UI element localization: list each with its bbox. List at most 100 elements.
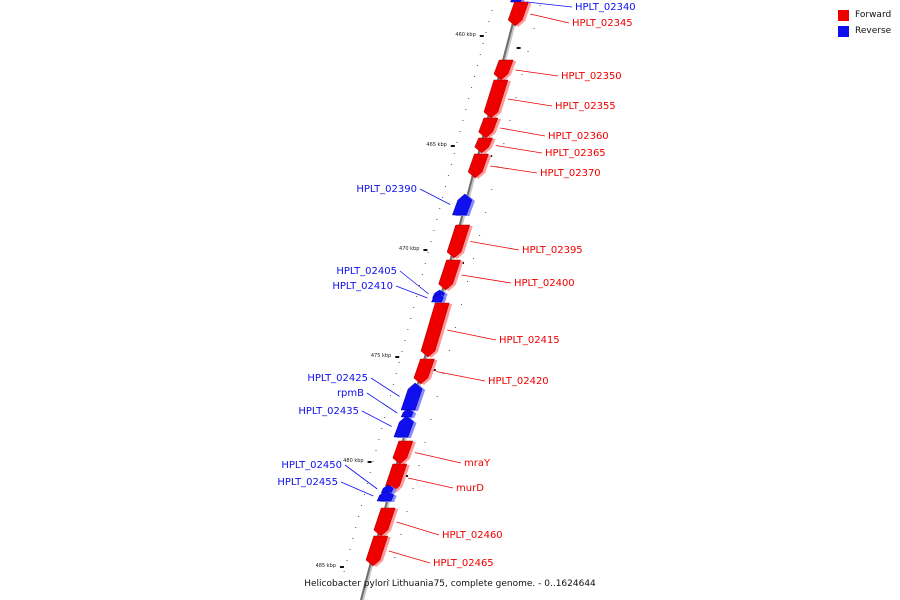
gene-label[interactable]: HPLT_02370 [540, 168, 601, 179]
guide-dot [485, 212, 487, 213]
gene-HPLT_02395[interactable] [446, 224, 473, 259]
gene-HPLT_02400[interactable] [438, 259, 464, 291]
gene-arrow [438, 259, 461, 291]
guide-dot [533, 28, 535, 29]
guide-dot [410, 318, 412, 319]
gene-leader-line [530, 13, 570, 24]
guide-dot [401, 351, 403, 352]
gene-label[interactable]: HPLT_02425 [307, 373, 368, 384]
gene-arrow [376, 490, 395, 502]
gene-label[interactable]: HPLT_02435 [298, 406, 359, 417]
guide-dot [378, 439, 380, 440]
gene-label[interactable]: HPLT_02350 [561, 71, 622, 82]
guide-dot [418, 285, 420, 286]
guide-dot [450, 164, 452, 165]
gene-HPLT_02390[interactable] [452, 193, 475, 216]
gene-HPLT_02420[interactable] [413, 358, 438, 385]
gene-label[interactable]: HPLT_02455 [277, 477, 338, 488]
gene-arrow [373, 507, 396, 537]
gene-label[interactable]: murD [456, 483, 484, 494]
gene-label[interactable]: rpmB [337, 388, 364, 399]
guide-dot [392, 384, 394, 385]
guide-dot [459, 131, 461, 132]
gene-HPLT_02435[interactable] [393, 415, 417, 438]
gene-label[interactable]: HPLT_02365 [545, 148, 606, 159]
guide-dot [485, 32, 487, 33]
gene-HPLT_02415[interactable] [420, 302, 453, 358]
gene-label[interactable]: HPLT_02450 [281, 460, 342, 471]
gene-label[interactable]: HPLT_02410 [332, 281, 393, 292]
gene-HPLT_02365[interactable] [474, 137, 496, 154]
gene-label[interactable]: HPLT_02355 [555, 101, 616, 112]
tick-label: 460 kbp [455, 32, 475, 38]
gene-label[interactable]: HPLT_02340 [575, 2, 636, 13]
guide-dot [375, 450, 377, 451]
forward-swatch [838, 10, 849, 21]
guide-dot [503, 143, 505, 144]
gene-leader-line [419, 188, 451, 205]
gene-HPLT_02350[interactable] [493, 59, 517, 81]
guide-dot [468, 98, 470, 99]
guide-dot [427, 252, 429, 253]
guide-dot [521, 74, 523, 75]
guide-dot [340, 582, 342, 583]
gene-HPLT_02355[interactable] [483, 79, 511, 119]
guide-dot [479, 235, 481, 236]
guide-dot [418, 465, 420, 466]
guide-dot [462, 120, 464, 121]
tick-mark [339, 566, 344, 568]
legend-label-forward: Forward [855, 10, 892, 20]
guide-dot [476, 65, 478, 66]
gene-HPLT_02345[interactable] [507, 1, 532, 27]
gene-label[interactable]: HPLT_02460 [442, 530, 503, 541]
gene-HPLT_02455[interactable] [376, 490, 397, 502]
guide-dot [369, 472, 371, 473]
gene-HPLT_02410[interactable] [431, 293, 447, 303]
gene-label[interactable]: HPLT_02395 [522, 245, 583, 256]
gene-HPLT_02460[interactable] [373, 507, 399, 537]
gene-label[interactable]: HPLT_02345 [572, 18, 633, 29]
gene-arrow [431, 293, 444, 303]
guide-dot [479, 54, 481, 55]
guide-dot [346, 560, 348, 561]
gene-arrow [507, 1, 529, 27]
guide-dot [421, 274, 423, 275]
gene-leader-line [344, 464, 378, 490]
gene-HPLT_02370[interactable] [467, 153, 492, 179]
gene-label[interactable]: HPLT_02400 [514, 278, 575, 289]
reverse-swatch [838, 26, 849, 37]
guide-dot [372, 461, 374, 462]
guide-dot [539, 5, 541, 6]
gene-label[interactable]: HPLT_02420 [488, 376, 549, 387]
tick-mark [479, 35, 484, 37]
guide-dot [471, 87, 473, 88]
gene-leader-line [370, 377, 400, 397]
guide-dot [430, 419, 432, 420]
gene-arrow [483, 79, 509, 119]
gene-label[interactable]: HPLT_02405 [336, 266, 397, 277]
gene-HPLT_02425[interactable] [400, 382, 426, 411]
gene-label[interactable]: HPLT_02415 [499, 335, 560, 346]
tick-mark [423, 249, 428, 251]
gene-leader-line [388, 550, 431, 564]
gene-label[interactable]: HPLT_02465 [433, 558, 494, 569]
gene-leader-line [436, 371, 486, 382]
gene-rpmB[interactable] [400, 408, 417, 418]
gene-label[interactable]: mraY [464, 458, 491, 469]
guide-dot [497, 166, 499, 167]
guide-dot [413, 307, 415, 308]
guide-dot [527, 51, 529, 52]
gene-label[interactable]: HPLT_02360 [548, 131, 609, 142]
guide-dot [482, 43, 484, 44]
gene-HPLT_02465[interactable] [365, 535, 391, 567]
guide-dot [515, 97, 517, 98]
gene-label[interactable]: HPLT_02390 [356, 184, 417, 195]
gene-leader-line [396, 521, 440, 536]
guide-dot [343, 571, 345, 572]
gene-mraY[interactable] [392, 440, 416, 465]
guide-dot [384, 417, 386, 418]
guide-dot [424, 442, 426, 443]
guide-dot [488, 21, 490, 22]
gene-leader-line [447, 329, 497, 341]
gene-HPLT_02360[interactable] [478, 117, 501, 139]
